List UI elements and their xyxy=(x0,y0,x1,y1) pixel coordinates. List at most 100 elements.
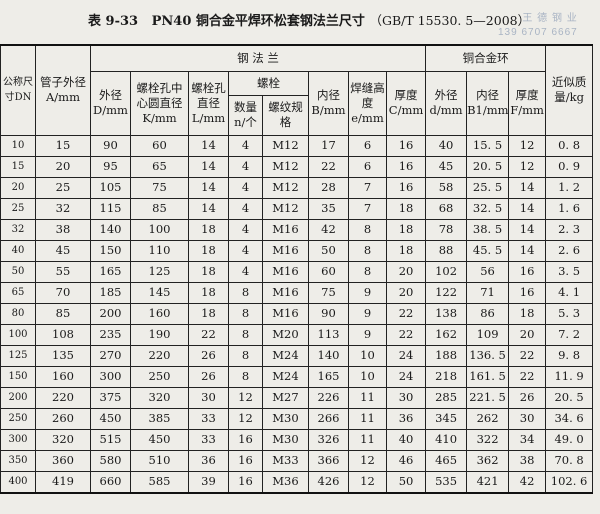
header-ring-inner: 内径B1/mm xyxy=(466,70,510,136)
table-cell: 1. 2 xyxy=(545,176,594,199)
table-cell: 9 xyxy=(348,302,387,325)
table-cell: 85 xyxy=(35,302,91,325)
table-cell: 42 xyxy=(508,470,547,493)
table-cell: 8 xyxy=(228,365,263,388)
table-cell: M12 xyxy=(262,197,309,220)
table-cell: 18 xyxy=(188,302,229,325)
table-cell: 250 xyxy=(130,365,189,388)
table-cell: 50 xyxy=(385,470,427,493)
table-cell: 285 xyxy=(425,386,468,409)
table-cell: 65 xyxy=(130,155,189,178)
table-cell: 4 xyxy=(228,176,263,199)
table-cell: 160 xyxy=(35,365,91,388)
table-cell: 122 xyxy=(425,281,468,304)
table-row: 10 15 90 60 14 4 M12 17 6 16 40 15. 5 12 0. 8 xyxy=(0,134,594,157)
table-cell: 200 xyxy=(90,302,131,325)
table-cell: M33 xyxy=(262,449,309,472)
table-cell: 4 xyxy=(228,197,263,220)
table-cell: 22 xyxy=(385,323,427,346)
table-cell: 14 xyxy=(508,218,547,241)
table-cell: 16 xyxy=(508,260,547,283)
table-cell: 55 xyxy=(35,260,91,283)
header-pipe-od: 管子外径A/mm xyxy=(35,44,91,136)
table-cell: 34. 6 xyxy=(545,407,594,430)
table-cell: M16 xyxy=(262,218,309,241)
table-cell: 185 xyxy=(90,281,131,304)
table-cell: 45 xyxy=(425,155,468,178)
table-cell: 221. 5 xyxy=(466,386,510,409)
table-cell: 60 xyxy=(130,134,189,157)
table-cell: 585 xyxy=(130,470,189,493)
standard-code: （GB/T 15530. 5—2008） xyxy=(369,13,531,28)
table-cell: 270 xyxy=(90,344,131,367)
table-row: 350 360 580 510 36 16 M33 366 12 46 465 362 38 70. 8 xyxy=(0,449,594,472)
header-ring-outer: 外径d/mm xyxy=(425,70,468,136)
table-cell: 320 xyxy=(35,428,91,451)
table-cell: 11 xyxy=(348,386,387,409)
table-cell: 8 xyxy=(228,281,263,304)
table-cell: 15 xyxy=(35,134,91,157)
table-cell: 26 xyxy=(188,365,229,388)
table-cell: 8 xyxy=(228,302,263,325)
table-cell: 135 xyxy=(35,344,91,367)
header-inner-diameter: 内径B/mm xyxy=(308,70,349,136)
table-cell: 20 xyxy=(508,323,547,346)
table-cell: 2. 3 xyxy=(545,218,594,241)
table-cell: 25. 5 xyxy=(466,176,510,199)
table-cell: 38. 5 xyxy=(466,218,510,241)
table-row: 200 220 375 320 30 12 M27 226 11 30 285 221. 5 26 20.… xyxy=(0,386,594,409)
table-cell: 450 xyxy=(90,407,131,430)
table-row: 20 25 105 75 14 4 M12 28 7 16 58 25. 5 14 1. 2 xyxy=(0,176,594,199)
table-cell: 25 xyxy=(35,176,91,199)
table-cell: 25 xyxy=(0,197,36,220)
table-cell: 100 xyxy=(0,323,36,346)
table-cell: 71 xyxy=(466,281,510,304)
table-cell: 26 xyxy=(188,344,229,367)
table-cell: M16 xyxy=(262,239,309,262)
table-cell: 36 xyxy=(385,407,427,430)
table-cell: 4. 1 xyxy=(545,281,594,304)
table-cell: 109 xyxy=(466,323,510,346)
table-cell: 15 xyxy=(0,155,36,178)
table-cell: M27 xyxy=(262,386,309,409)
table-cell: 266 xyxy=(308,407,349,430)
header-ring-thickness: 厚度F/mm xyxy=(508,70,547,136)
table-cell: 190 xyxy=(130,323,189,346)
table-cell: 125 xyxy=(0,344,36,367)
table-cell: 40 xyxy=(385,428,427,451)
table-cell: 220 xyxy=(130,344,189,367)
table-cell: 8 xyxy=(348,218,387,241)
table-cell: 410 xyxy=(425,428,468,451)
table-cell: 362 xyxy=(466,449,510,472)
table-cell: 7 xyxy=(348,197,387,220)
table-cell: 140 xyxy=(90,218,131,241)
table-row: 80 85 200 160 18 8 M16 90 9 22 138 86 18 5. 3 xyxy=(0,302,594,325)
table-cell: 38 xyxy=(35,218,91,241)
table-cell: 14 xyxy=(188,176,229,199)
table-cell: 102 xyxy=(425,260,468,283)
header-dn: 公称尺寸DN xyxy=(0,44,36,136)
table-cell: 8 xyxy=(348,239,387,262)
table-cell: 80 xyxy=(0,302,36,325)
table-cell: M16 xyxy=(262,302,309,325)
table-cell: 400 xyxy=(0,470,36,493)
table-cell: 16 xyxy=(385,176,427,199)
table-cell: 95 xyxy=(90,155,131,178)
table-cell: 250 xyxy=(0,407,36,430)
table-cell: 226 xyxy=(308,386,349,409)
table-cell: 16 xyxy=(228,428,263,451)
watermark-phone: 139 6707 6667 xyxy=(498,27,578,38)
table-cell: M20 xyxy=(262,323,309,346)
table-cell: 30 xyxy=(508,407,547,430)
watermark-name: 王 德 钢 业 xyxy=(522,13,578,24)
table-cell: 8 xyxy=(348,260,387,283)
table-cell: 20. 5 xyxy=(466,155,510,178)
table-cell: 515 xyxy=(90,428,131,451)
table-cell: 42 xyxy=(308,218,349,241)
table-cell: 50 xyxy=(0,260,36,283)
table-cell: 32 xyxy=(35,197,91,220)
table-cell: 322 xyxy=(466,428,510,451)
table-cell: 510 xyxy=(130,449,189,472)
header-bolt-count: 数量n/个 xyxy=(228,94,263,136)
table-cell: 14 xyxy=(188,197,229,220)
